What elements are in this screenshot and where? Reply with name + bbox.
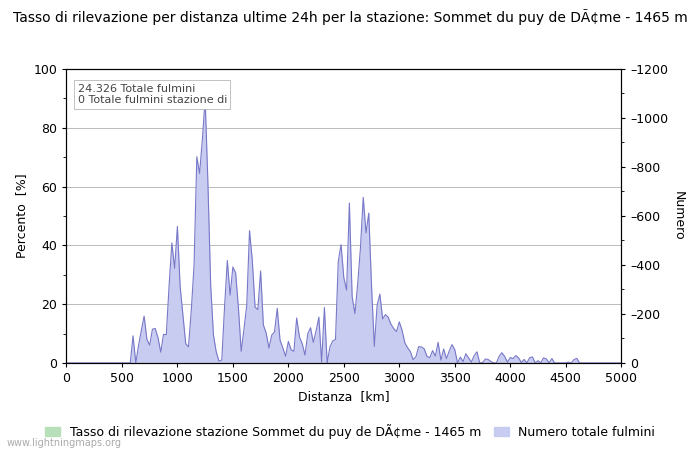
Text: www.lightningmaps.org: www.lightningmaps.org	[7, 438, 122, 448]
Text: Tasso di rilevazione per distanza ultime 24h per la stazione: Sommet du puy de D: Tasso di rilevazione per distanza ultime…	[13, 9, 687, 25]
Y-axis label: Percento  [%]: Percento [%]	[15, 174, 28, 258]
Legend: Tasso di rilevazione stazione Sommet du puy de DÃ¢me - 1465 m, Numero totale ful: Tasso di rilevazione stazione Sommet du …	[40, 419, 660, 444]
X-axis label: Distanza  [km]: Distanza [km]	[298, 391, 390, 404]
Text: 24.326 Totale fulmini
0 Totale fulmini stazione di: 24.326 Totale fulmini 0 Totale fulmini s…	[78, 84, 227, 105]
Y-axis label: Numero: Numero	[672, 191, 685, 241]
